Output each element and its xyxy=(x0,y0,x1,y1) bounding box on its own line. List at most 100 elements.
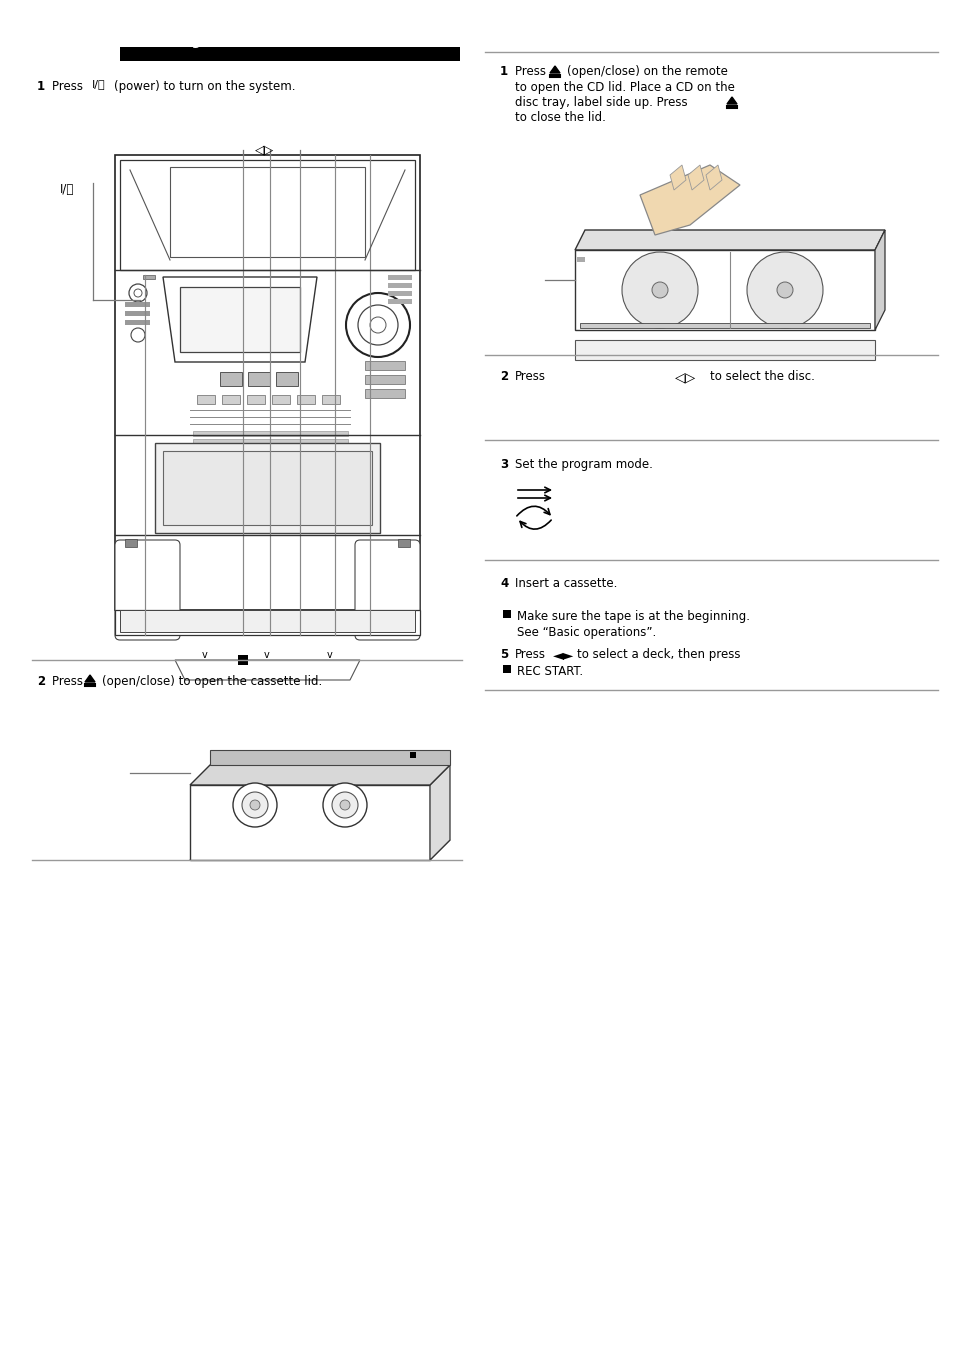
Bar xyxy=(275,372,297,387)
Text: v: v xyxy=(264,650,270,660)
Bar xyxy=(193,456,348,460)
Circle shape xyxy=(323,783,367,827)
Bar xyxy=(125,320,150,324)
Circle shape xyxy=(746,251,822,329)
Circle shape xyxy=(133,289,142,297)
Circle shape xyxy=(250,800,260,810)
Bar xyxy=(115,155,419,610)
Bar xyxy=(388,291,412,296)
Text: I/⏻: I/⏻ xyxy=(91,78,106,89)
Bar xyxy=(237,654,248,665)
Bar xyxy=(120,610,415,631)
Circle shape xyxy=(651,283,667,297)
Bar xyxy=(502,665,511,673)
Bar xyxy=(575,339,874,360)
Text: to open the CD lid. Place a CD on the: to open the CD lid. Place a CD on the xyxy=(515,81,734,95)
Text: Recording a CD: Recording a CD xyxy=(125,35,240,49)
Bar xyxy=(170,168,365,257)
Text: to select the disc.: to select the disc. xyxy=(709,370,814,383)
Bar xyxy=(502,610,511,618)
Bar xyxy=(163,452,372,525)
Bar xyxy=(410,752,416,758)
Text: Insert a cassette.: Insert a cassette. xyxy=(515,577,617,589)
Bar xyxy=(365,375,405,384)
Bar xyxy=(248,372,270,387)
Bar xyxy=(125,539,137,548)
Polygon shape xyxy=(726,97,737,104)
Text: ◁▷: ◁▷ xyxy=(675,370,696,384)
Bar xyxy=(272,395,290,404)
Text: 1: 1 xyxy=(37,80,45,93)
Bar xyxy=(397,539,410,548)
Bar xyxy=(115,610,419,635)
Text: Press: Press xyxy=(515,370,545,383)
Circle shape xyxy=(242,792,268,818)
Polygon shape xyxy=(669,165,685,191)
Polygon shape xyxy=(174,660,359,680)
Text: v: v xyxy=(202,650,208,660)
Polygon shape xyxy=(210,750,450,765)
Text: (open/close) on the remote: (open/close) on the remote xyxy=(566,65,727,78)
Polygon shape xyxy=(430,765,450,860)
Polygon shape xyxy=(190,840,450,860)
Text: (open/close) to open the cassette lid.: (open/close) to open the cassette lid. xyxy=(102,675,322,688)
Text: 2: 2 xyxy=(499,370,508,383)
Bar xyxy=(193,448,348,452)
Text: (power) to turn on the system.: (power) to turn on the system. xyxy=(113,80,295,93)
Bar xyxy=(120,160,415,270)
Polygon shape xyxy=(687,165,703,191)
Bar xyxy=(125,301,150,307)
Text: ◄►: ◄► xyxy=(553,648,574,662)
Circle shape xyxy=(339,800,350,810)
Text: Press: Press xyxy=(515,65,549,78)
Polygon shape xyxy=(190,765,450,786)
Polygon shape xyxy=(639,165,740,235)
Polygon shape xyxy=(163,277,316,362)
Bar xyxy=(220,372,242,387)
Bar xyxy=(222,395,240,404)
Bar xyxy=(193,462,348,468)
Text: v: v xyxy=(327,650,333,660)
FancyBboxPatch shape xyxy=(355,539,419,639)
Text: to select a deck, then press: to select a deck, then press xyxy=(577,648,740,661)
Circle shape xyxy=(621,251,698,329)
Polygon shape xyxy=(550,66,559,73)
Bar xyxy=(577,257,584,262)
Bar xyxy=(247,395,265,404)
Text: ◁▷: ◁▷ xyxy=(255,143,274,155)
Bar xyxy=(193,431,348,435)
Circle shape xyxy=(332,792,357,818)
Bar xyxy=(143,274,154,279)
Bar xyxy=(180,287,299,352)
Bar xyxy=(388,283,412,288)
Text: to close the lid.: to close the lid. xyxy=(515,111,605,124)
Text: 1: 1 xyxy=(499,65,508,78)
Text: 3: 3 xyxy=(499,458,508,470)
Bar xyxy=(193,439,348,443)
Polygon shape xyxy=(85,675,95,681)
Text: 2: 2 xyxy=(37,675,45,688)
Text: 4: 4 xyxy=(499,577,508,589)
Bar xyxy=(579,323,869,329)
Text: REC START.: REC START. xyxy=(517,665,582,677)
Text: Press: Press xyxy=(515,648,545,661)
Text: Press: Press xyxy=(52,80,87,93)
Text: Make sure the tape is at the beginning.: Make sure the tape is at the beginning. xyxy=(517,610,749,623)
Polygon shape xyxy=(874,230,884,330)
Text: Set the program mode.: Set the program mode. xyxy=(515,458,652,470)
Bar xyxy=(296,395,314,404)
Polygon shape xyxy=(575,250,874,330)
Bar xyxy=(154,443,379,533)
FancyBboxPatch shape xyxy=(115,539,180,639)
Text: Press: Press xyxy=(52,675,87,688)
Bar xyxy=(388,299,412,304)
Bar xyxy=(388,274,412,280)
Text: I/⏻: I/⏻ xyxy=(60,183,74,196)
Polygon shape xyxy=(190,786,430,860)
Bar xyxy=(322,395,339,404)
Bar xyxy=(196,395,214,404)
Circle shape xyxy=(776,283,792,297)
Circle shape xyxy=(233,783,276,827)
Text: See “Basic operations”.: See “Basic operations”. xyxy=(517,626,656,639)
Polygon shape xyxy=(575,230,884,250)
